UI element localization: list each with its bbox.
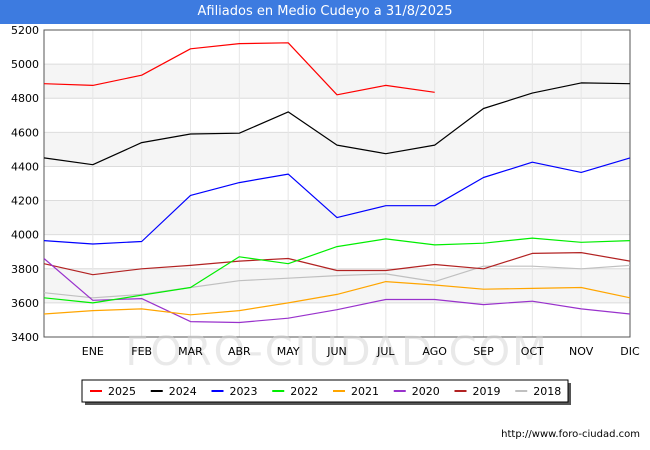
chart-title: Afiliados en Medio Cudeyo a 31/8/2025 — [0, 0, 650, 24]
x-tick-label: JUL — [376, 345, 395, 358]
series-line-2019 — [43, 252, 631, 276]
x-tick-label: ENE — [82, 345, 104, 358]
y-tick-label: 5000 — [11, 58, 39, 71]
x-tick-label: MAR — [178, 345, 203, 358]
y-tick-label: 4400 — [11, 160, 39, 173]
legend-label-2019: 2019 — [473, 385, 501, 398]
legend-label-2022: 2022 — [290, 385, 318, 398]
y-tick-label: 4600 — [11, 126, 39, 139]
series-line-2022 — [43, 237, 631, 304]
y-tick-label: 3800 — [11, 263, 39, 276]
x-tick-label: JUN — [326, 345, 347, 358]
y-tick-label: 5200 — [11, 24, 39, 37]
x-tick-label: SEP — [473, 345, 494, 358]
y-tick-label: 4800 — [11, 92, 39, 105]
y-tick-label: 4200 — [11, 195, 39, 208]
series-line-2024 — [43, 82, 631, 166]
legend-label-2018: 2018 — [533, 385, 561, 398]
legend-label-2025: 2025 — [108, 385, 136, 398]
legend-box — [81, 379, 569, 403]
y-tick-label: 4000 — [11, 229, 39, 242]
plot-border — [43, 29, 631, 338]
legend-label-2023: 2023 — [230, 385, 258, 398]
x-tick-label: DIC — [620, 345, 640, 358]
series-line-2025 — [43, 42, 435, 96]
x-tick-label: ABR — [228, 345, 251, 358]
legend-label-2020: 2020 — [412, 385, 440, 398]
series-line-2023 — [43, 157, 631, 245]
y-tick-label: 3400 — [11, 331, 39, 344]
x-tick-label: NOV — [569, 345, 594, 358]
x-tick-label: MAY — [277, 345, 300, 358]
source-credit[interactable]: http://www.foro-ciudad.com — [501, 429, 640, 440]
legend-label-2024: 2024 — [169, 385, 197, 398]
series-line-2021 — [43, 281, 631, 316]
legend-label-2021: 2021 — [351, 385, 379, 398]
watermark: FORO-CIUDAD.COM — [125, 329, 548, 375]
x-tick-label: OCT — [521, 345, 544, 358]
y-tick-label: 3600 — [11, 297, 39, 310]
x-tick-label: FEB — [131, 345, 152, 358]
series-line-2020 — [43, 258, 631, 324]
series-line-2018 — [43, 264, 631, 299]
x-tick-label: AGO — [422, 345, 447, 358]
